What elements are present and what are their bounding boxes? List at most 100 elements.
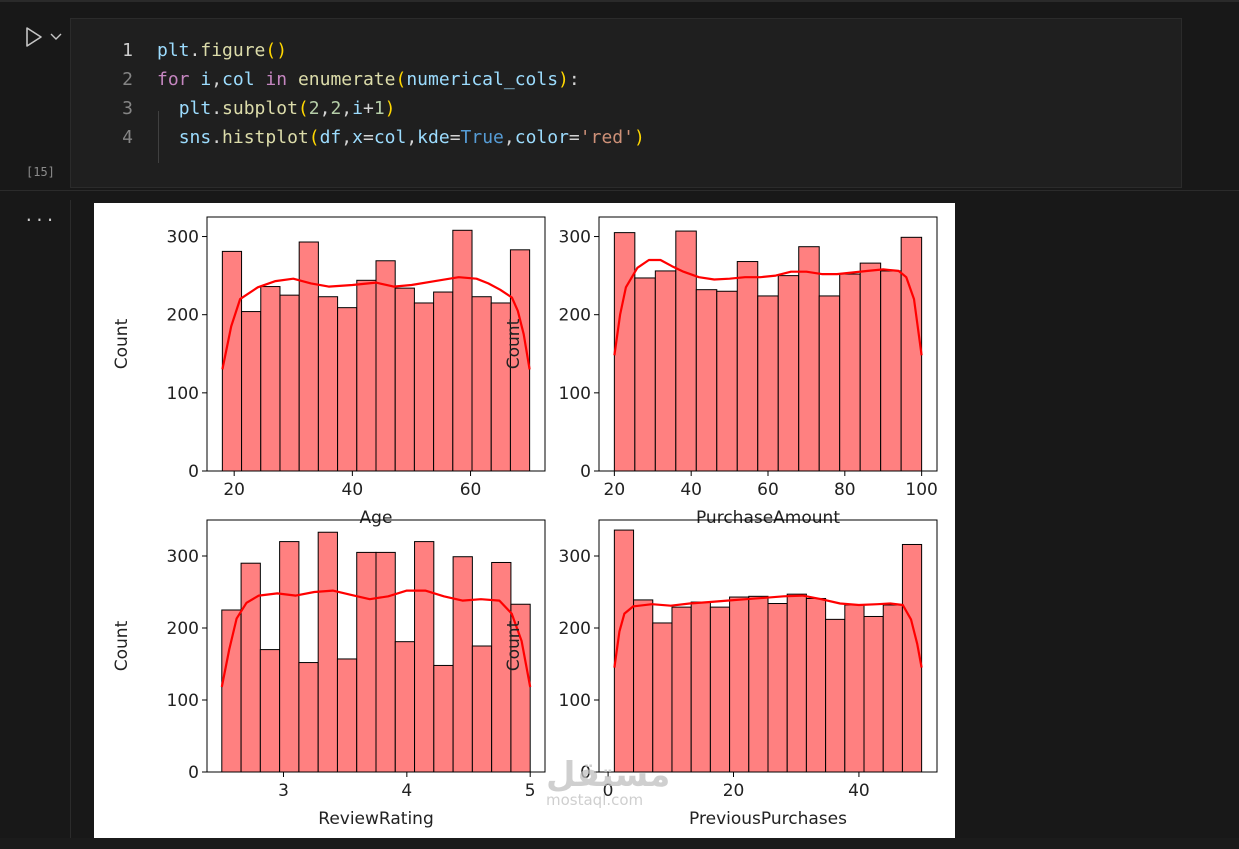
code-token: ( [308,127,320,148]
x-axis-label: ReviewRating [318,809,433,829]
histogram-bar [337,307,358,472]
chevron-down-icon[interactable] [48,28,64,44]
code-token: ( [395,69,407,90]
line-number: 1 [122,40,133,61]
histogram-bar [709,606,731,773]
line-source: plt.subplot(2,2,i+1) [157,95,396,123]
code-token: 1 [373,98,385,119]
y-tick-label: 100 [167,691,199,711]
histogram-bar [221,609,242,773]
x-tick-label: 3 [278,781,289,801]
code-token: plt [157,40,190,61]
x-tick-label: 80 [834,480,856,500]
histogram-bar [260,286,281,472]
y-tick-label: 0 [580,462,591,482]
output-more-actions-icon[interactable]: ... [24,206,56,225]
code-token: ) [558,69,569,90]
histogram-bar [634,277,656,472]
y-axis-label: Count [112,318,132,369]
histogram-bar [736,261,759,472]
histogram-bar [394,641,416,773]
histogram-bar [633,599,654,773]
y-axis-label: Count [504,318,524,369]
line-source: for i,col in enumerate(numerical_cols): [157,66,580,94]
code-token [190,69,201,90]
code-token: , [503,127,515,148]
histogram-bar [825,618,846,773]
histogram-bar [433,291,454,472]
histogram-bar [221,250,243,472]
code-token: figure [200,40,266,61]
line-number: 2 [122,69,133,90]
code-token: i [352,98,363,119]
plot-frame [598,519,938,773]
histogram-bar [767,603,788,773]
histogram-bar [317,296,339,472]
histogram-bar [356,279,377,472]
line-source: plt.figure() [157,37,287,65]
code-token: color [514,127,569,148]
code-token: , [319,98,331,119]
code-token: , [341,127,353,148]
code-token: = [362,127,374,148]
histogram-bar [695,289,718,472]
x-tick-label: 60 [757,480,779,500]
y-tick-label: 300 [167,547,199,567]
histogram-bar [729,596,750,773]
code-token: = [449,127,461,148]
histogram-bar [675,230,697,472]
x-tick-label: 20 [723,781,745,801]
histogram-bar [471,296,492,472]
histogram-bar [413,302,435,472]
kde-line [613,258,923,356]
code-editor[interactable]: 1 plt.figure() 2 for i,col in enumerate(num… [70,18,1182,188]
cell-output-separator [0,190,1239,191]
subplot-3: 0 100 200 300 3 4 5 ReviewRating Count [112,519,546,829]
code-token: x [352,127,363,148]
code-token: in [265,69,288,90]
code-token [157,98,179,119]
histogram-bar [259,649,281,773]
histogram-bar [298,241,319,472]
code-token: + [362,98,374,119]
line-number: 4 [122,127,133,148]
y-axis-label: Count [504,620,524,671]
plot-frame [206,216,546,472]
histogram-bar [671,606,692,773]
histogram-bar [452,556,473,773]
histogram-bar [279,541,300,773]
code-token: plt [178,98,212,119]
code-token: , [341,98,353,119]
histogram-bar [471,645,493,773]
x-tick-label: 100 [905,480,937,500]
code-token: enumerate [297,69,396,90]
x-axis-label: Age [360,508,393,528]
watermark-latin: mostaql.com [546,791,644,809]
code-token: subplot [222,98,298,119]
histogram-bar [777,275,800,472]
histogram-bar [863,615,884,773]
histogram-bar [654,270,677,472]
histogram-bar [240,562,261,773]
histogram-bar [839,273,861,472]
y-tick-label: 0 [188,763,199,783]
code-token: , [406,127,418,148]
histogram-bar [279,294,300,472]
watermark: مستقل mostaql.com [546,755,670,809]
line-number: 3 [122,98,133,119]
histogram-bar [613,232,636,472]
x-tick-label: 20 [604,480,626,500]
histogram-bar [336,658,358,773]
histogram-bar [690,601,711,773]
x-tick-label: 40 [342,480,364,500]
histogram-bar [317,531,338,773]
y-tick-label: 300 [559,547,591,567]
watermark-arabic: مستقل [546,755,671,795]
run-cell-icon[interactable] [22,26,44,48]
y-tick-label: 200 [167,619,199,639]
output-figure: 0 100 200 300 20 40 60 Age Count 0 100 200 300 20 40 60… [94,203,955,838]
code-token: True [460,127,504,148]
x-axis-label: PurchaseAmount [696,508,840,528]
code-token: , [211,69,223,90]
